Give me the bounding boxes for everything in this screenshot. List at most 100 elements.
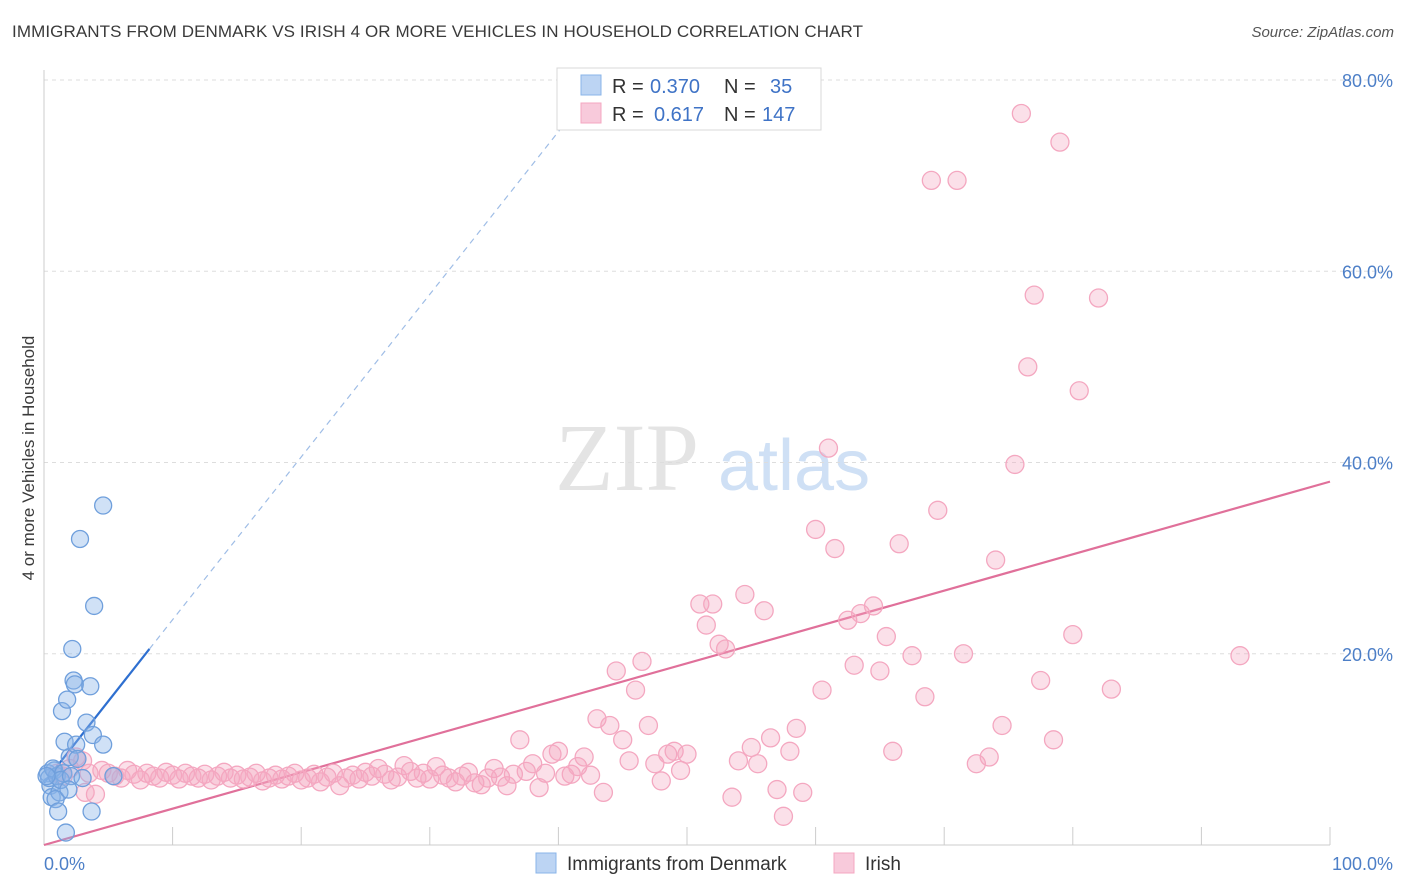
point-irish	[651, 771, 671, 791]
point-irish	[786, 718, 806, 738]
y-tick-label: 20.0%	[1342, 645, 1393, 665]
point-denmark	[82, 802, 101, 821]
point-irish	[748, 754, 768, 774]
point-irish	[1088, 288, 1109, 308]
point-irish	[1063, 624, 1083, 645]
x-tick-label-max: 100.0%	[1332, 854, 1393, 874]
point-irish	[760, 728, 781, 748]
point-irish	[754, 601, 774, 621]
point-irish	[728, 751, 749, 771]
point-irish	[793, 782, 813, 803]
point-irish	[548, 741, 569, 761]
point-denmark	[61, 767, 81, 786]
point-irish	[632, 651, 652, 672]
point-irish	[613, 730, 633, 750]
point-irish	[1050, 132, 1070, 152]
point-irish	[696, 615, 716, 635]
y-tick-label: 80.0%	[1342, 71, 1393, 91]
trend-line-irish	[43, 480, 1331, 847]
legend-label-denmark: Immigrants from Denmark	[567, 854, 787, 875]
point-irish	[1043, 730, 1064, 750]
series-irish-points	[47, 103, 1250, 826]
point-denmark	[63, 639, 82, 659]
x-tick-label-min: 0.0%	[44, 854, 85, 874]
point-irish	[670, 760, 691, 781]
point-irish	[715, 639, 736, 659]
legend-swatch-irish	[833, 852, 855, 874]
point-irish	[510, 730, 530, 750]
y-axis-tick-labels: 20.0% 40.0% 60.0% 80.0%	[1342, 71, 1393, 665]
point-irish	[921, 170, 941, 191]
point-irish	[915, 687, 935, 707]
point-irish	[735, 584, 755, 605]
point-denmark	[48, 802, 68, 821]
point-irish	[516, 761, 536, 782]
y-axis-label: 4 or more Vehicles in Household	[19, 336, 38, 581]
point-irish	[741, 737, 761, 758]
point-irish	[677, 744, 697, 764]
stats-n-label-denmark: N =	[724, 76, 756, 98]
series-denmark-points	[37, 496, 123, 842]
point-irish	[889, 534, 909, 554]
point-denmark	[37, 767, 56, 786]
stats-r-value-irish: 0.617	[654, 104, 704, 126]
point-irish	[985, 550, 1006, 570]
point-irish	[619, 751, 639, 771]
y-tick-label: 40.0%	[1342, 454, 1393, 474]
stats-n-value-irish: 147	[762, 104, 795, 126]
point-irish	[625, 680, 646, 700]
point-irish	[780, 741, 800, 761]
point-irish	[805, 519, 826, 540]
stats-legend: R = 0.370 N = 35 R = 0.617 N = 147	[556, 67, 822, 131]
point-irish	[1018, 357, 1038, 377]
point-irish	[812, 680, 832, 700]
point-denmark	[67, 735, 86, 754]
stats-legend-swatch-denmark	[580, 74, 602, 96]
point-irish	[928, 500, 948, 520]
point-irish	[593, 782, 614, 803]
stats-n-value-denmark: 35	[770, 76, 792, 98]
chart-title: IMMIGRANTS FROM DENMARK VS IRISH 4 OR MO…	[12, 22, 864, 41]
point-irish	[844, 655, 864, 675]
point-denmark	[65, 675, 85, 694]
x-axis-tick-labels: 0.0% 100.0%	[44, 854, 1393, 874]
trend-line-denmark-extension	[148, 98, 585, 650]
bottom-legend: Immigrants from Denmark Irish	[535, 852, 901, 875]
watermark-atlas: atlas	[718, 426, 870, 506]
point-irish	[580, 765, 601, 785]
point-irish	[992, 715, 1012, 736]
point-irish	[767, 779, 787, 800]
point-denmark	[52, 701, 72, 721]
point-irish	[645, 754, 665, 774]
point-irish	[1024, 285, 1044, 305]
point-irish	[1031, 670, 1051, 691]
point-irish	[606, 661, 626, 681]
stats-r-value-denmark: 0.370	[650, 76, 700, 98]
point-irish	[1069, 381, 1089, 401]
point-irish	[947, 170, 967, 191]
point-irish	[863, 596, 884, 616]
stats-r-label-irish: R =	[612, 104, 644, 126]
point-irish	[535, 763, 556, 783]
point-irish	[458, 762, 479, 782]
point-irish	[497, 776, 517, 796]
point-irish	[574, 747, 594, 767]
point-irish	[979, 747, 999, 767]
point-denmark	[56, 823, 76, 842]
point-denmark	[81, 677, 100, 696]
point-irish	[561, 764, 581, 784]
legend-swatch-denmark	[535, 852, 557, 874]
stats-n-label-irish: N =	[724, 104, 756, 126]
point-irish	[825, 538, 845, 559]
point-irish	[1005, 454, 1025, 475]
point-denmark	[94, 735, 113, 754]
point-irish	[330, 776, 350, 796]
x-axis-ticks	[172, 827, 1331, 845]
legend-label-irish: Irish	[865, 854, 901, 875]
point-irish	[902, 646, 922, 666]
grid-lines	[44, 79, 1392, 655]
point-irish	[1011, 103, 1032, 124]
point-denmark	[94, 496, 113, 515]
stats-r-label-denmark: R =	[612, 76, 644, 98]
